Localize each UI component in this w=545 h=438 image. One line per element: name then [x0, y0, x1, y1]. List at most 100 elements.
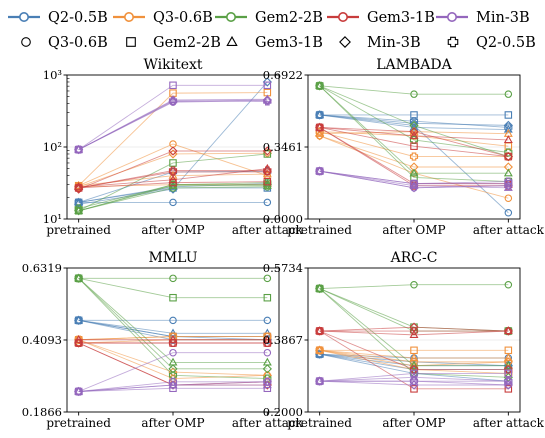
series-path [78, 99, 268, 151]
data-point [74, 274, 83, 283]
data-point [315, 131, 325, 141]
data-point [168, 146, 178, 156]
data-point [504, 280, 513, 289]
data-point [169, 81, 177, 90]
data-point [168, 166, 178, 175]
series-path [78, 381, 268, 392]
legend-marker-plus-icon [447, 36, 459, 48]
data-point [262, 370, 272, 380]
series-line [74, 146, 272, 194]
data-point [263, 166, 272, 175]
data-point [315, 123, 324, 132]
data-point [169, 274, 177, 283]
panel-title: MMLU [149, 250, 198, 266]
y-tick-label: 0.6319 [22, 261, 62, 275]
data-point [263, 97, 272, 106]
series-path [78, 100, 268, 151]
legend-marker-triangle-icon [226, 35, 238, 46]
panel-title: Wikitext [143, 57, 202, 73]
series-path [319, 131, 509, 158]
series-path [78, 187, 268, 203]
data-point [169, 348, 177, 357]
panel-arc-c: ARC-C 0.2000 0.3867 0.5734 pretrained after O… [263, 250, 545, 430]
data-point [315, 283, 325, 292]
series-path [319, 170, 509, 185]
y-tick-label: 0.3867 [263, 333, 303, 347]
data-point [263, 293, 272, 302]
data-point [410, 358, 418, 366]
series-path [78, 277, 268, 363]
data-point [409, 360, 419, 369]
data-point [504, 177, 513, 186]
data-point [315, 81, 324, 90]
series-path [78, 182, 268, 209]
series-path [319, 127, 509, 158]
data-point [410, 142, 418, 150]
legend-series-label: Q3-0.6B [153, 10, 213, 26]
legend-marker-circle-icon [21, 37, 31, 47]
series-path [78, 381, 268, 392]
data-point [409, 120, 419, 131]
legend-line-marker-3 [337, 12, 348, 22]
legend-marker-label: Q2-0.5B [476, 35, 536, 51]
legend-marker-label: Gem3-1B [255, 35, 323, 51]
series-line [74, 274, 272, 302]
data-point [169, 293, 177, 302]
data-point [315, 346, 324, 355]
series-path [78, 92, 268, 187]
series-line [315, 82, 513, 98]
series-path [78, 319, 268, 337]
data-point [409, 183, 419, 193]
data-point [504, 111, 513, 119]
data-point [168, 96, 178, 105]
series-line [315, 326, 513, 374]
data-point [504, 377, 513, 386]
data-point [503, 326, 513, 335]
data-point [169, 198, 177, 207]
series-path [319, 85, 509, 95]
data-point [503, 168, 513, 177]
series-path [78, 319, 268, 334]
data-point [503, 380, 513, 390]
legend-series-label: Gem2-2B [255, 10, 323, 26]
series-path [78, 152, 268, 188]
data-point [263, 338, 272, 348]
series-path [78, 170, 268, 189]
data-point [263, 377, 272, 386]
series-path [78, 100, 268, 151]
series-line [315, 280, 513, 293]
series-line [315, 81, 513, 177]
series-path [78, 98, 268, 151]
data-point [74, 316, 83, 325]
data-point [409, 353, 419, 362]
data-point [168, 377, 178, 386]
x-tick-label: after OMP [382, 223, 445, 237]
series-path [319, 288, 509, 332]
series-line [74, 274, 272, 383]
data-point [262, 146, 272, 156]
data-point [409, 322, 419, 332]
data-point [315, 166, 325, 175]
series-line [74, 96, 272, 154]
data-point [263, 348, 272, 357]
data-point [409, 126, 419, 135]
data-point [74, 183, 83, 193]
data-point [409, 127, 419, 137]
data-point [503, 353, 513, 362]
data-point [503, 135, 513, 144]
data-point [503, 360, 513, 369]
series-path [319, 284, 509, 290]
series-line [74, 316, 272, 325]
series-line [74, 380, 272, 395]
data-point [74, 338, 83, 348]
series-line [74, 274, 272, 283]
y-tick-label: 0.2000 [263, 405, 303, 419]
series-line [74, 377, 272, 396]
data-point [74, 315, 84, 324]
series-line [315, 131, 513, 172]
data-point [74, 145, 83, 154]
data-point [503, 162, 513, 172]
data-point [410, 369, 418, 378]
data-point [410, 327, 418, 335]
